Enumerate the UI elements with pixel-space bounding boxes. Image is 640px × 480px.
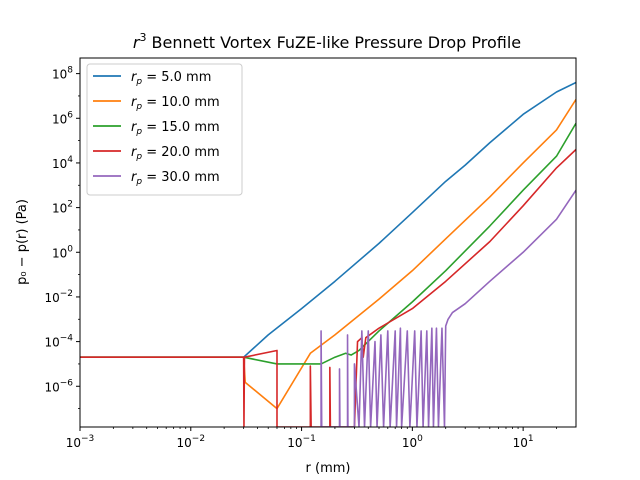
legend-items: rp = 5.0 mm rp = 10.0 mm rp = 15.0 mm rp = … xyxy=(93,70,220,187)
x-tick-label: 100 xyxy=(402,434,423,450)
axis-ticks: 10−3 10−2 10−1 100 101 10−6 10−4 10−2 100 102 104 1… xyxy=(44,66,557,450)
y-tick-label: 102 xyxy=(52,200,73,216)
series-line-2 xyxy=(80,98,576,410)
legend-label-3: rp = 15.0 mm xyxy=(131,120,220,137)
title-superscript: 3 xyxy=(139,31,146,44)
series-lines xyxy=(80,81,576,427)
y-tick-label: 106 xyxy=(52,110,73,126)
legend-box xyxy=(86,63,243,196)
x-axis-label: r (mm) xyxy=(306,461,351,476)
x-tick-label: 10−3 xyxy=(66,434,95,450)
title-prefix: r xyxy=(133,33,141,52)
plot-frame xyxy=(79,57,577,428)
x-tick-label: 10−1 xyxy=(287,434,316,450)
y-tick-label: 10−6 xyxy=(44,378,73,394)
series-line-4 xyxy=(80,148,576,427)
y-tick-label: 10−4 xyxy=(44,334,73,350)
y-tick-label: 10−2 xyxy=(44,289,73,305)
legend-label-2: rp = 10.0 mm xyxy=(131,95,220,112)
legend: rp = 5.0 mm rp = 10.0 mm rp = 15.0 mm rp = … xyxy=(86,63,243,196)
legend-label-4: rp = 20.0 mm xyxy=(131,145,220,162)
title-rest: Bennett Vortex FuZE-like Pressure Drop P… xyxy=(146,33,521,52)
x-tick-label: 101 xyxy=(513,434,534,450)
series-line-5 xyxy=(320,189,576,427)
y-tick-label: 108 xyxy=(52,66,73,82)
series-line-1 xyxy=(80,81,576,359)
x-tick-label: 10−2 xyxy=(177,434,206,450)
legend-label-1: rp = 5.0 mm xyxy=(131,70,211,87)
chart-title: r3 Bennett Vortex FuZE-like Pressure Dro… xyxy=(133,31,521,52)
y-tick-label: 100 xyxy=(52,244,73,260)
y-tick-label: 104 xyxy=(52,155,73,171)
y-axis-label: p₀ − p(r) (Pa) xyxy=(15,199,30,285)
legend-label-5: rp = 30.0 mm xyxy=(131,170,220,187)
series-line-3 xyxy=(80,122,576,365)
